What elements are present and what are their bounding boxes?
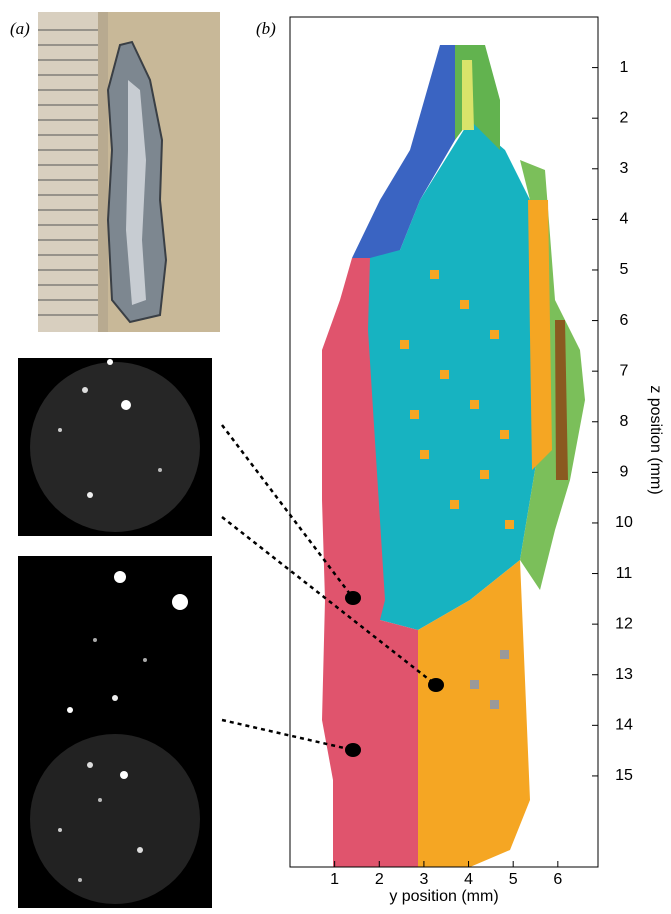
y-tick-label: 2 bbox=[620, 109, 629, 126]
y-tick-label: 14 bbox=[615, 717, 633, 734]
y-tick-label: 5 bbox=[620, 261, 629, 278]
x-tick-label: 2 bbox=[375, 871, 384, 888]
y-tick-label: 10 bbox=[615, 514, 633, 531]
sample-photo bbox=[38, 12, 220, 332]
panel-label: (a) bbox=[10, 19, 30, 38]
x-axis-label: y position (mm) bbox=[389, 888, 498, 905]
x-tick-label: 5 bbox=[509, 871, 518, 888]
y-tick-label: 6 bbox=[620, 312, 629, 329]
y-tick-label: 11 bbox=[616, 565, 633, 582]
y-tick-label: 8 bbox=[620, 413, 629, 430]
y-tick-label: 4 bbox=[620, 211, 629, 228]
x-tick-label: 3 bbox=[419, 871, 428, 888]
y-tick-label: 9 bbox=[620, 464, 629, 481]
y-tick-label: 12 bbox=[615, 615, 633, 632]
measurement-spots bbox=[345, 591, 444, 757]
y-tick-label: 7 bbox=[620, 362, 629, 379]
panel-label: (b) bbox=[256, 19, 276, 38]
grain-map bbox=[322, 45, 585, 867]
connectors bbox=[221, 424, 437, 752]
x-tick-label: 6 bbox=[553, 871, 562, 888]
y-axis-label: z position (mm) bbox=[647, 385, 664, 494]
y-tick-label: 3 bbox=[620, 160, 629, 177]
y-tick-label: 13 bbox=[615, 666, 633, 683]
x-tick-label: 4 bbox=[464, 871, 473, 888]
y-tick-label: 1 bbox=[620, 59, 629, 76]
x-tick-label: 1 bbox=[330, 871, 339, 888]
axes-frame bbox=[289, 16, 599, 868]
diffraction-images bbox=[18, 358, 212, 908]
y-tick-label: 15 bbox=[615, 767, 633, 784]
